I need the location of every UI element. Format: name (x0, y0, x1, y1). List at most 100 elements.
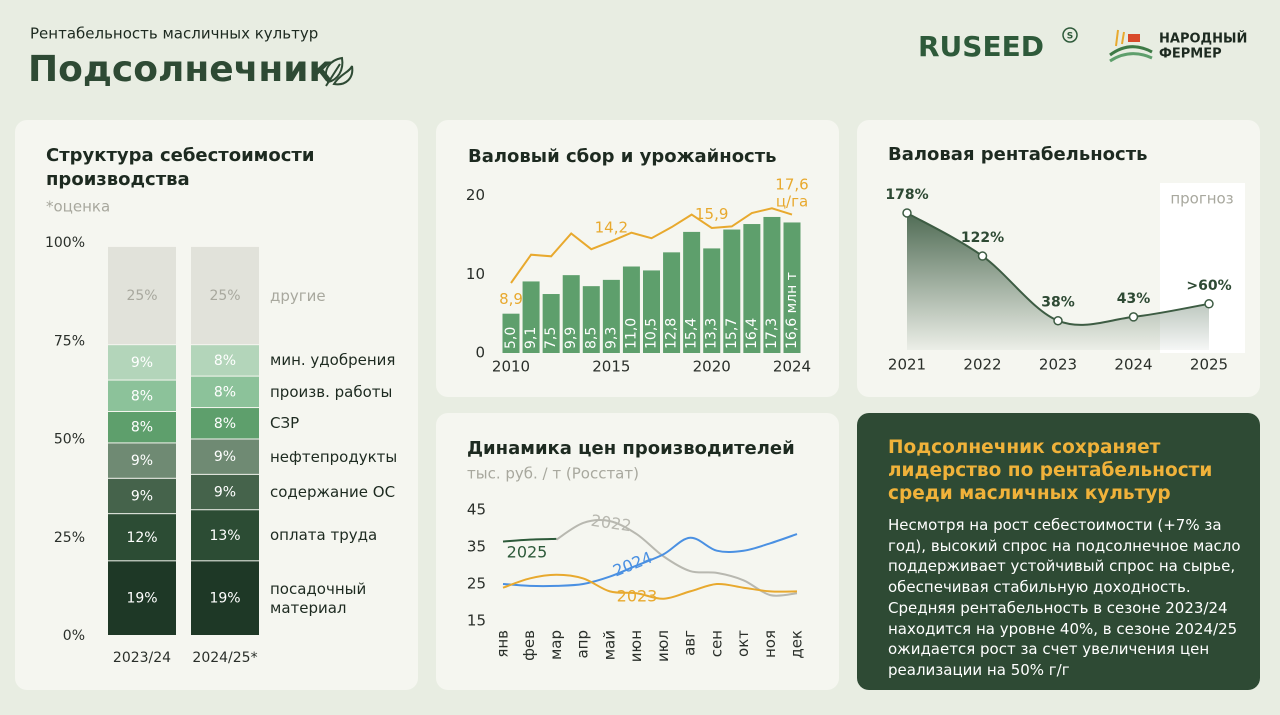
bar-segment (108, 443, 176, 478)
y-tick-label: 50% (54, 432, 85, 448)
bar-value-label: 16,4 (744, 318, 760, 349)
point-label: >60% (1186, 278, 1231, 294)
bar-value-label: 13% (209, 528, 240, 544)
x-tick-label: окт (734, 630, 752, 657)
point (902, 208, 912, 218)
chart-title: Валовая рентабельность (888, 144, 1148, 165)
x-tick-label: авг (681, 630, 699, 656)
y-tick-label: 25 (467, 575, 486, 593)
bar-value-label: 25% (209, 288, 240, 304)
bar-segment (108, 246, 176, 345)
bar-value-label: 9% (131, 453, 153, 469)
partner-icon (1109, 29, 1153, 63)
forecast-label: прогноз (1170, 190, 1233, 208)
logo-mark-circle (1062, 27, 1078, 43)
point (977, 251, 988, 261)
price-line (502, 537, 557, 543)
price-line (555, 519, 798, 597)
legend-label: СЗР (270, 414, 300, 433)
point (1204, 299, 1214, 309)
x-tick-label: янв (494, 630, 512, 658)
bar-value-label: 11,0 (623, 318, 639, 349)
area (907, 212, 1209, 350)
x-tick-label: 2021 (888, 356, 926, 374)
header-subtitle: Рентабельность масличных культур (30, 25, 318, 43)
bar-value-label: 9% (214, 485, 236, 501)
bar (703, 248, 721, 353)
x-tick-label: 2015 (592, 358, 630, 376)
bar-value-label: 9,3 (603, 327, 619, 349)
x-tick-label: 2024 (1114, 356, 1152, 374)
legend-label-box: мин. удобрения (270, 351, 396, 370)
line-value-label: 17,6 ц/га (775, 175, 808, 210)
bar-segment (108, 411, 176, 443)
bar-segment (108, 514, 176, 561)
y-tick-label: 35 (467, 538, 486, 556)
y-tick-label: 0 (475, 344, 485, 362)
bar-segment (108, 478, 176, 514)
partner-line: НАРОДНЫЙ (1159, 31, 1247, 47)
bar-value-label: 25% (126, 288, 157, 304)
yield-line (510, 207, 793, 284)
point-label: 122% (961, 230, 1004, 246)
x-tick-label: фев (520, 630, 538, 661)
chart-title: Структура себестоимости производства (46, 145, 315, 190)
bar (582, 286, 600, 353)
legend-label-box: оплата труда (270, 526, 378, 545)
bar-segment (191, 345, 259, 376)
legend-label-box: содержание ОС (270, 483, 396, 502)
bar-value-label: 17,3 (764, 318, 780, 349)
y-tick-label: 20 (466, 186, 485, 204)
x-tick-label: май (600, 630, 618, 660)
bar-value-label: 15,4 (684, 318, 700, 349)
leaf-icon (324, 56, 354, 87)
bar-segment (191, 246, 259, 345)
x-tick-label: июл (654, 630, 672, 662)
chart-subtitle: тыс. руб. / т (Росстат) (467, 465, 639, 483)
legend-label-box: посадочный материал (270, 579, 367, 617)
bar-segment (191, 510, 259, 561)
y-tick-label: 75% (54, 333, 85, 349)
x-tick-label: 2024/25* (192, 650, 257, 666)
bar-value-label: 13,3 (704, 318, 720, 349)
chart-title: Динамика цен производителей (467, 438, 795, 459)
bar (502, 313, 520, 353)
summary-title-box: Подсолнечник сохраняет лидерство по рент… (888, 437, 1213, 504)
legend-label-box: произв. работы (270, 383, 392, 401)
point-label: 43% (1117, 291, 1151, 307)
bar (522, 281, 540, 353)
bar-value-label: 12% (126, 530, 157, 546)
point-label: 178% (885, 187, 928, 203)
bar-value-label: 12,8 (664, 318, 680, 349)
x-tick-label: 2022 (963, 356, 1001, 374)
legend-label: мин. удобрения (270, 351, 396, 370)
bar (743, 224, 761, 353)
x-tick-label: дек (788, 630, 806, 659)
y-tick-label: 10 (466, 265, 485, 283)
legend-label: оплата труда (270, 526, 378, 545)
x-tick-label: мар (547, 630, 565, 660)
bar-segment (191, 376, 259, 408)
point (1053, 315, 1063, 326)
bar (723, 229, 741, 353)
bar-value-label: 9% (214, 449, 236, 465)
bar-value-label: 9,9 (563, 327, 579, 349)
y-tick-label: 45 (467, 501, 486, 519)
legend-label-box: другие (270, 287, 326, 305)
y-tick-label: 100% (45, 235, 85, 251)
x-tick-label: ноя (761, 630, 779, 658)
logo-mark: S (1067, 32, 1073, 42)
partner-line: ФЕРМЕР (1159, 47, 1222, 62)
legend-label-box: СЗР (270, 414, 300, 433)
bar (763, 216, 781, 353)
bar-value-label: 8% (131, 420, 153, 436)
legend-label: содержание ОС (270, 483, 396, 502)
y-tick-label: 0% (63, 628, 85, 644)
chart-note: *оценка (46, 198, 110, 216)
chart-title: Валовый сбор и урожайность (468, 146, 777, 167)
summary-title: Подсолнечник сохраняет лидерство по рент… (888, 437, 1213, 504)
bar-value-label: 7,5 (543, 327, 559, 349)
bar-value-label: 9,1 (523, 327, 539, 349)
x-tick-label: 2010 (492, 358, 530, 376)
legend-label: посадочный материал (270, 579, 367, 617)
